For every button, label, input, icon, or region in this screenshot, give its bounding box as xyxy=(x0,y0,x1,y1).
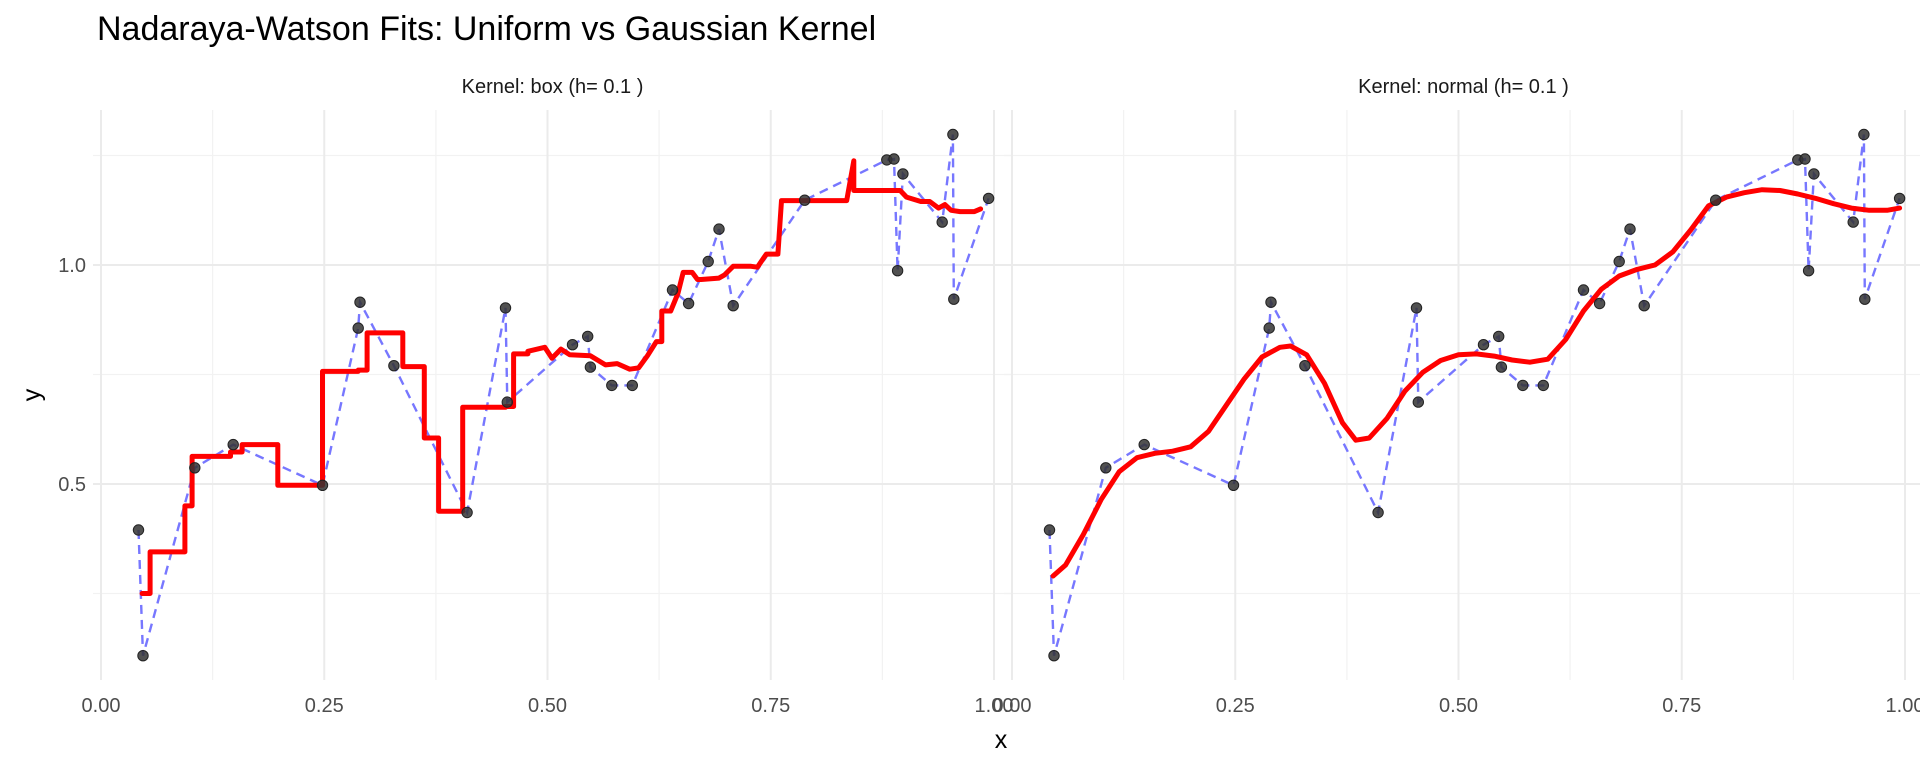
fit-line-normal xyxy=(1050,187,1903,579)
panel-strip-label: Kernel: normal (h= 0.1 ) xyxy=(1358,76,1569,98)
data-point xyxy=(666,284,679,296)
data-point xyxy=(1624,223,1636,235)
data-point xyxy=(1477,339,1490,351)
data-point xyxy=(1802,265,1815,277)
x-tick-label: 0.25 xyxy=(305,695,344,717)
data-point xyxy=(897,168,909,180)
x-tick-label: 0.00 xyxy=(993,695,1032,717)
data-point xyxy=(1048,650,1060,662)
data-point xyxy=(189,462,201,474)
data-point xyxy=(1227,479,1240,491)
x-tick-label: 0.50 xyxy=(1439,695,1478,717)
x-tick-label: 0.25 xyxy=(1216,695,1255,717)
data-point xyxy=(1847,216,1859,228)
data-point xyxy=(948,293,960,305)
data-point xyxy=(702,255,714,268)
data-point xyxy=(1493,330,1505,343)
data-point xyxy=(1577,284,1590,296)
observed-connector-line xyxy=(137,134,990,657)
panels: Kernel: box (h= 0.1 ) 0.00 0.25 0.50 0.75 1.0… xyxy=(58,76,1920,717)
data-point xyxy=(1412,396,1425,408)
panel-box: Kernel: box (h= 0.1 ) 0.00 0.25 0.50 0.75 1.0… xyxy=(58,76,1013,717)
y-tick-label: 0.5 xyxy=(58,474,86,496)
data-point xyxy=(227,438,239,451)
panel-strip-label: Kernel: box (h= 0.1 ) xyxy=(462,76,644,98)
x-tick-label: 0.75 xyxy=(751,695,790,717)
chart-title: Nadaraya-Watson Fits: Uniform vs Gaussia… xyxy=(97,10,876,48)
observed-connector-line xyxy=(1048,134,1901,657)
data-point xyxy=(1517,379,1529,392)
data-point xyxy=(1410,302,1423,314)
data-point xyxy=(584,361,597,373)
x-tick-label: 0.50 xyxy=(528,695,567,717)
data-point xyxy=(626,379,638,392)
data-point xyxy=(352,322,364,334)
data-point xyxy=(1100,462,1112,474)
data-point xyxy=(1265,296,1277,308)
data-point xyxy=(1138,438,1150,451)
fit-line-box xyxy=(139,158,984,596)
data-point xyxy=(1858,128,1870,141)
y-tick-label: 1.0 xyxy=(58,255,86,277)
data-point xyxy=(1299,360,1311,372)
data-point xyxy=(582,330,594,343)
data-point xyxy=(1537,379,1550,392)
data-point xyxy=(606,379,618,392)
data-point xyxy=(388,360,400,372)
data-point xyxy=(1638,300,1650,312)
data-point xyxy=(1613,255,1625,268)
data-point xyxy=(1808,168,1820,180)
data-point xyxy=(888,153,900,165)
data-point xyxy=(713,223,725,235)
panel-normal: Kernel: normal (h= 0.1 ) 0.00 0.25 0.50 0.75… xyxy=(993,76,1920,717)
data-point xyxy=(132,524,145,536)
x-tick-label: 0.75 xyxy=(1662,695,1701,717)
data-point xyxy=(501,396,513,408)
data-point xyxy=(947,128,959,141)
x-axis-label: x xyxy=(995,726,1008,754)
x-tick-label: 1.00 xyxy=(975,695,1014,717)
data-point xyxy=(1495,361,1508,373)
data-point xyxy=(891,265,904,277)
data-point xyxy=(354,296,366,308)
data-point xyxy=(682,297,695,310)
data-point xyxy=(982,192,995,205)
data-point xyxy=(1710,194,1722,206)
x-tick-label: 1.00 xyxy=(1886,695,1920,717)
data-point xyxy=(727,300,739,312)
data-point xyxy=(1043,524,1056,536)
data-point xyxy=(1893,192,1906,205)
data-point xyxy=(316,479,329,491)
data-point xyxy=(1799,153,1811,165)
data-point xyxy=(499,302,512,314)
x-tick-label: 0.00 xyxy=(82,695,121,717)
data-point xyxy=(1859,293,1871,305)
y-axis-label: y xyxy=(18,388,46,401)
data-point xyxy=(137,650,149,662)
data-point xyxy=(1372,506,1384,519)
data-point xyxy=(1263,322,1275,334)
data-point xyxy=(1593,297,1606,310)
data-point xyxy=(566,339,579,351)
data-point xyxy=(799,194,811,206)
data-point xyxy=(936,216,948,228)
data-point xyxy=(461,506,473,519)
